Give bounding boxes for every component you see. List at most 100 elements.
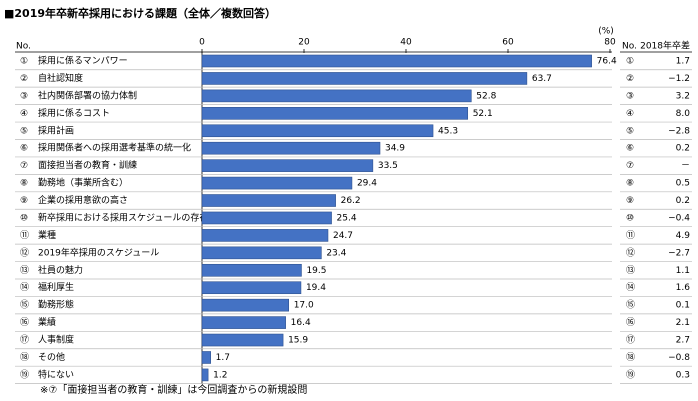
bar — [201, 246, 322, 260]
row-number: ⑨ — [20, 196, 28, 206]
value-label: 24.7 — [333, 231, 353, 241]
category-label: 社内関係部署の協力体制 — [38, 89, 137, 101]
x-tick-label: 40 — [400, 38, 412, 48]
bar — [201, 316, 286, 329]
number-header: No. — [16, 42, 31, 52]
row-number: ② — [20, 74, 28, 84]
row-number: ⑯ — [20, 317, 29, 328]
category-label: 業績 — [38, 316, 56, 328]
category-label: 勤務形態 — [38, 299, 74, 311]
row-number: ③ — [20, 91, 28, 101]
bar — [201, 298, 289, 312]
value-label: 45.3 — [438, 126, 458, 136]
bar — [201, 141, 381, 155]
value-label: 1.2 — [213, 370, 227, 380]
diff-row-number: ⑨ — [626, 196, 634, 206]
diff-row-number: ⑰ — [626, 335, 635, 346]
bar — [201, 351, 211, 364]
row-number: ⑩ — [20, 213, 28, 223]
row-number: ⑰ — [20, 335, 29, 346]
diff-value: 0.5 — [676, 179, 690, 189]
diff-value: −0.8 — [668, 353, 690, 363]
category-label: 採用計画 — [38, 124, 74, 136]
bar — [201, 211, 332, 225]
bar — [201, 229, 329, 242]
diff-row-number: ⑬ — [626, 265, 635, 276]
row-number: ⑦ — [20, 161, 28, 171]
diff-value: 1.1 — [676, 266, 690, 276]
row-number: ⑬ — [20, 265, 29, 276]
category-label: 採用関係者への採用選考基準の統一化 — [38, 142, 191, 154]
diff-row-number: ⑱ — [626, 352, 635, 363]
diff-value: 0.2 — [676, 144, 690, 154]
row-number: ⑪ — [20, 230, 29, 241]
diff-value: 0.1 — [676, 301, 690, 311]
chart-title: ■2019年卒新卒採用における課題（全体／複数回答） — [4, 6, 276, 20]
diff-value: 0.2 — [676, 196, 690, 206]
value-label: 26.2 — [341, 196, 361, 206]
row-number: ⑱ — [20, 352, 29, 363]
x-tick-label: 80 — [604, 38, 616, 48]
row-number: ⑥ — [20, 144, 28, 154]
category-label: その他 — [38, 351, 65, 363]
diff-row-number: ⑲ — [626, 369, 635, 380]
diff-row-number: ⑦ — [626, 161, 634, 171]
bar — [201, 176, 353, 190]
row-number: ① — [20, 57, 28, 67]
diff-value: 2.7 — [676, 336, 690, 346]
diff-row-number: ⑮ — [626, 300, 635, 311]
category-label: 新卒採用における採用スケジュールの存在 — [38, 211, 208, 223]
value-label: 76.4 — [597, 57, 617, 67]
diff-header: 2018年卒差 — [640, 40, 690, 52]
bar — [201, 124, 434, 138]
diff-value: −2.7 — [668, 248, 690, 258]
category-label: 福利厚生 — [38, 281, 74, 293]
category-label: 企業の採用意欲の高さ — [38, 194, 128, 206]
value-label: 52.8 — [476, 91, 496, 101]
diff-value: −2.8 — [668, 126, 690, 136]
diff-value: 4.9 — [676, 231, 691, 241]
bar — [201, 194, 336, 207]
bar — [201, 54, 592, 68]
diff-row-number: ② — [626, 74, 634, 84]
bar — [201, 368, 209, 382]
category-label: 人事制度 — [38, 334, 74, 346]
diff-value: 3.2 — [676, 91, 690, 101]
diff-row-number: ⑫ — [626, 247, 635, 258]
diff-value: 1.6 — [676, 283, 691, 293]
value-label: 19.5 — [306, 266, 326, 276]
diff-row-number: ④ — [626, 109, 634, 119]
diff-row-number: ③ — [626, 91, 634, 101]
diff-row-number: ⑥ — [626, 144, 634, 154]
row-number: ⑫ — [20, 247, 29, 258]
diff-value: 2.1 — [676, 318, 690, 328]
value-label: 1.7 — [216, 353, 230, 363]
bar — [201, 333, 284, 347]
row-number: ⑭ — [20, 282, 29, 293]
category-label: 面接担当者の教育・訓練 — [38, 159, 137, 171]
bar — [201, 72, 528, 85]
category-label: 自社認知度 — [38, 72, 83, 84]
category-label: 採用に係るマンパワー — [38, 55, 128, 67]
value-label: 16.4 — [291, 318, 311, 328]
category-label: 採用に係るコスト — [38, 107, 110, 119]
category-label: 特にない — [38, 368, 74, 380]
diff-value: −1.2 — [668, 74, 690, 84]
value-label: 25.4 — [337, 213, 357, 223]
bar — [201, 89, 472, 103]
value-label: 34.9 — [385, 144, 405, 154]
x-tick-label: 60 — [502, 38, 514, 48]
bar — [201, 281, 302, 295]
diff-row-number: ⑯ — [626, 317, 635, 328]
row-number: ⑲ — [20, 369, 29, 380]
diff-value: 8.0 — [676, 109, 691, 119]
footnote: ※⑦「面接担当者の教育・訓練」は今回調査からの新規設問 — [40, 383, 307, 396]
x-tick-label: 20 — [298, 38, 310, 48]
category-label: 勤務地（事業所含む） — [38, 177, 128, 189]
diff-row-number: ① — [626, 57, 634, 67]
category-label: 業種 — [38, 229, 56, 241]
diff-row-number: ⑩ — [626, 213, 634, 223]
row-number: ⑮ — [20, 300, 29, 311]
value-label: 52.1 — [473, 109, 493, 119]
